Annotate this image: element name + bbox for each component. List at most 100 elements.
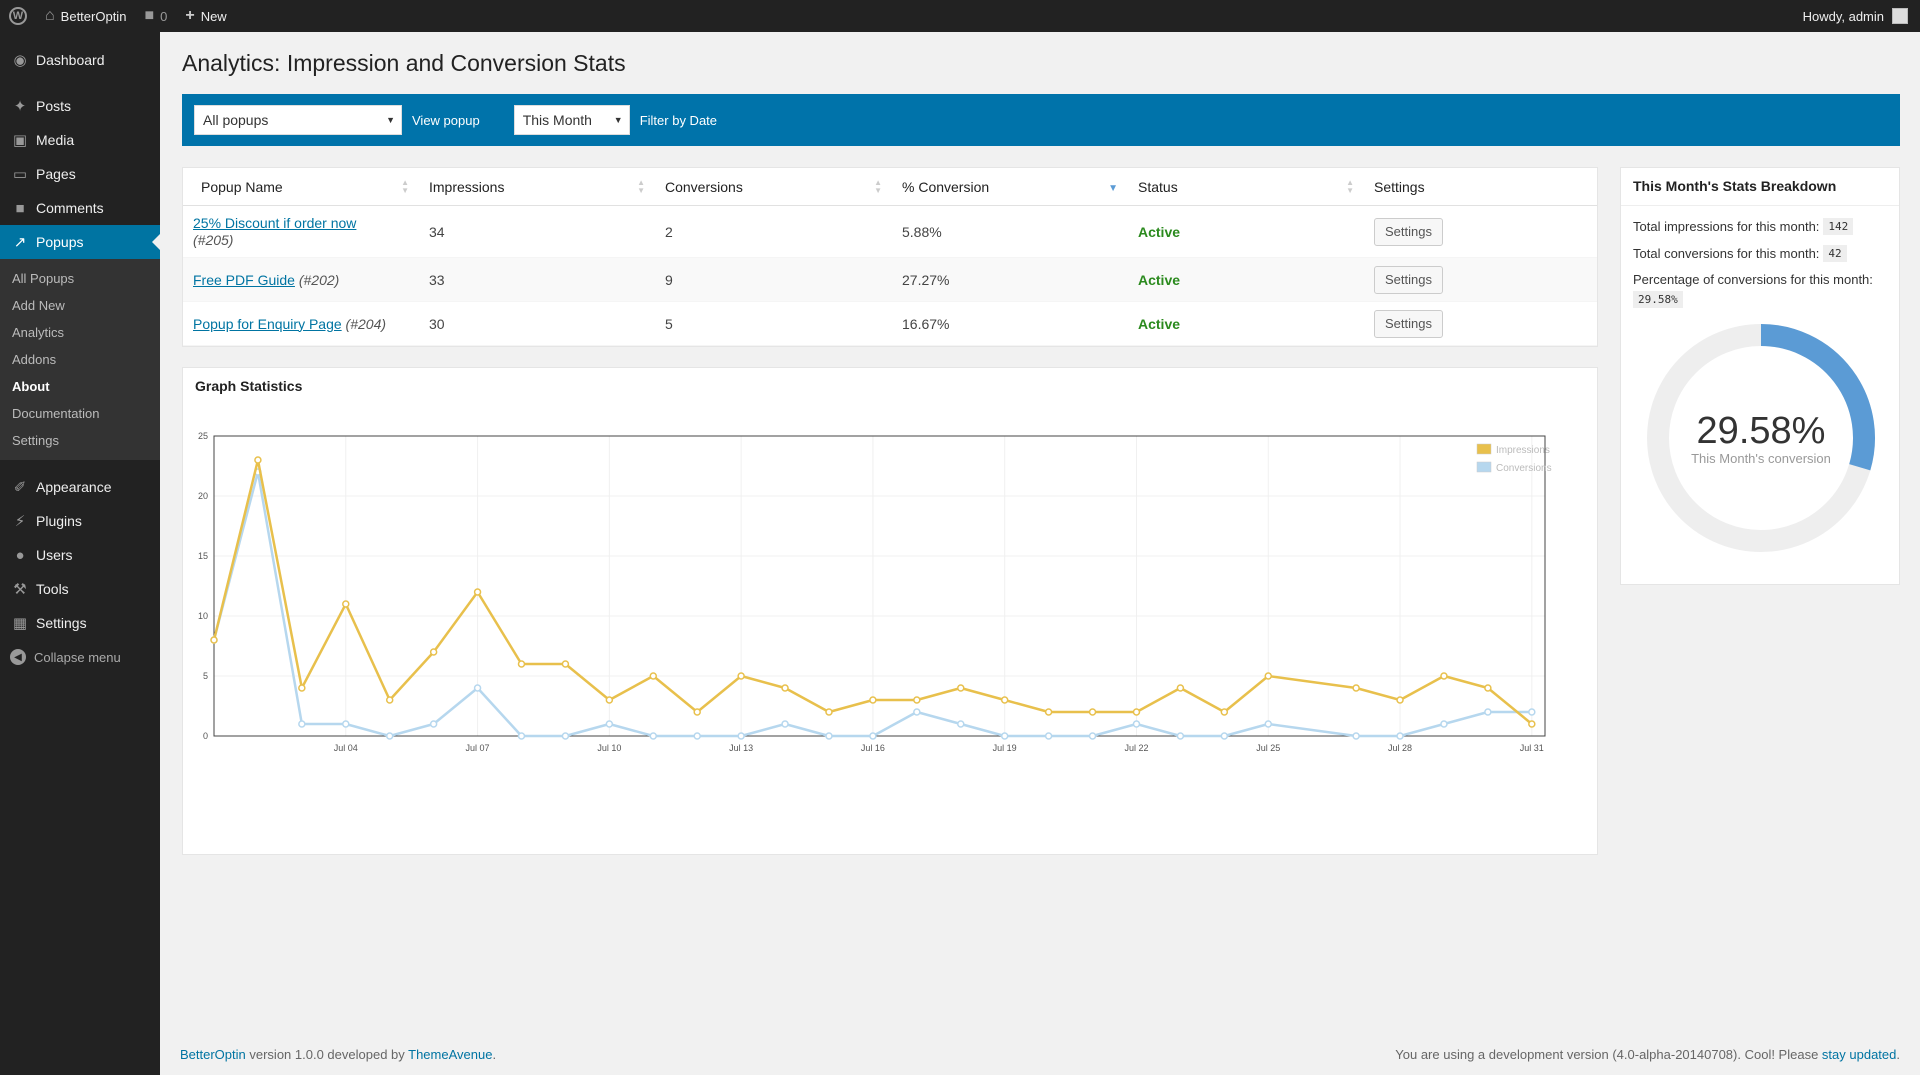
footer-left-end: . (492, 1047, 497, 1062)
conversion-rate-cell: 16.67% (902, 315, 950, 332)
new-content-link[interactable]: + New (176, 0, 235, 32)
filter-by-date-button[interactable]: Filter by Date (639, 112, 718, 128)
x-tick-label: Jul 28 (1388, 743, 1412, 753)
submenu-settings[interactable]: Settings (12, 433, 59, 448)
pages-icon: ▭ (12, 166, 28, 183)
popup-id: (#204) (345, 315, 387, 332)
submenu-analytics[interactable]: Analytics (12, 325, 65, 340)
admin-bar: W ⌂ BetterOptin ■ 0 + New Howdy, admin (0, 0, 1920, 32)
admin-sidebar: ◉ Dashboard ✦ Posts ▣ Media ▭ Pages ■ Co… (0, 32, 160, 1075)
data-point-impressions (429, 648, 438, 656)
data-point-impressions (605, 696, 614, 704)
stay-updated-link[interactable]: stay updated (1821, 1047, 1897, 1062)
popup-name-link[interactable]: Popup for Enquiry Page (193, 315, 342, 332)
popup-select-value: All popups (203, 112, 269, 128)
wordpress-logo-icon: W (9, 7, 27, 25)
y-tick-label: 10 (198, 611, 208, 621)
data-point-impressions (1220, 708, 1229, 716)
footer-left: BetterOptin version 1.0.0 developed by T… (180, 1047, 496, 1062)
column-header-status[interactable]: Status ▲ ▼ (1128, 168, 1364, 205)
donut-value: 29.58% (1696, 410, 1826, 452)
percentage-line: Percentage of conversions for this month… (1621, 272, 1899, 308)
status-badge: Active (1138, 315, 1181, 332)
date-select-value: This Month (522, 112, 592, 128)
sort-desc-icon: ▼ (1108, 183, 1118, 194)
popup-name-link[interactable]: Free PDF Guide (193, 271, 295, 288)
date-select[interactable]: This Month ▼ (513, 105, 630, 135)
dashboard-icon: ◉ (13, 52, 27, 69)
conversion-donut-chart (1647, 324, 1875, 552)
popup-select[interactable]: All popups ▼ (194, 105, 402, 135)
sidebar-item-settings[interactable]: ▦ Settings (0, 606, 160, 640)
new-label: New (200, 8, 227, 24)
settings-button[interactable]: Settings (1374, 309, 1443, 338)
data-point-impressions (649, 672, 658, 680)
data-point-impressions (210, 636, 218, 644)
conversion-rate-cell: 5.88% (902, 223, 942, 240)
data-point-conversions (1484, 708, 1492, 716)
column-header-label: Settings (1374, 178, 1425, 195)
sort-icon: ▲ ▼ (401, 178, 409, 195)
column-header-popup-name[interactable]: Popup Name ▲ ▼ (183, 168, 419, 205)
stats-breakdown-panel: This Month's Stats Breakdown Total impre… (1620, 167, 1900, 585)
settings-button[interactable]: Settings (1374, 217, 1443, 246)
collapse-menu-label: Collapse menu (34, 649, 121, 665)
collapse-menu-button[interactable]: ◀ Collapse menu (0, 640, 160, 674)
column-header-label: % Conversion (902, 178, 990, 195)
data-point-conversions (1264, 720, 1273, 728)
x-tick-label: Jul 19 (993, 743, 1017, 753)
collapse-arrow-icon: ◀ (10, 649, 26, 665)
popup-id: (#205) (193, 231, 234, 248)
series-line-conversions (212, 470, 1532, 738)
column-header-conversion-rate[interactable]: % Conversion ▼ (892, 168, 1128, 205)
sidebar-item-plugins[interactable]: ⚡ Plugins (0, 504, 160, 538)
site-name-link[interactable]: ⌂ BetterOptin (36, 0, 135, 32)
impressions-cell: 33 (429, 271, 445, 288)
y-tick-label: 25 (198, 431, 208, 441)
sidebar-item-users[interactable]: ● Users (0, 538, 160, 572)
settings-button[interactable]: Settings (1374, 265, 1443, 294)
themeavenue-link[interactable]: ThemeAvenue (408, 1047, 493, 1062)
sidebar-item-media[interactable]: ▣ Media (0, 123, 160, 157)
settings-cell: Settings (1364, 265, 1597, 294)
popup-name-link[interactable]: 25% Discount if order now (193, 214, 357, 231)
submenu-add-new[interactable]: Add New (12, 298, 65, 313)
data-point-impressions (561, 660, 570, 668)
submenu-documentation[interactable]: Documentation (12, 406, 100, 421)
data-point-impressions (1528, 720, 1536, 728)
data-point-conversions (1000, 732, 1009, 740)
y-tick-label: 20 (198, 491, 208, 501)
y-tick-label: 5 (203, 671, 208, 681)
sidebar-item-posts[interactable]: ✦ Posts (0, 89, 160, 123)
wordpress-logo-button[interactable]: W (0, 0, 36, 32)
data-point-conversions (473, 684, 482, 692)
sidebar-item-appearance[interactable]: ✐ Appearance (0, 470, 160, 504)
column-header-conversions[interactable]: Conversions ▲ ▼ (655, 168, 892, 205)
sidebar-item-label: Popups (36, 234, 84, 250)
sidebar-item-popups[interactable]: ↗ Popups (0, 225, 160, 259)
data-point-conversions (957, 720, 965, 728)
data-point-impressions (781, 684, 789, 692)
betteroptin-link[interactable]: BetterOptin (180, 1047, 246, 1062)
total-conversions-label: Total conversions for this month: (1633, 246, 1820, 261)
conversions-cell: 2 (665, 223, 673, 240)
view-popup-button[interactable]: View popup (412, 112, 480, 128)
y-tick-label: 0 (203, 731, 208, 741)
submenu-addons[interactable]: Addons (12, 352, 57, 367)
sidebar-item-pages[interactable]: ▭ Pages (0, 157, 160, 191)
sidebar-item-tools[interactable]: ⚒ Tools (0, 572, 160, 606)
sidebar-item-comments[interactable]: ■ Comments (0, 191, 160, 225)
sidebar-item-dashboard[interactable]: ◉ Dashboard (0, 43, 160, 77)
my-account-link[interactable]: Howdy, admin (1794, 0, 1920, 32)
brush-icon: ✐ (13, 479, 27, 496)
impressions-cell: 34 (429, 223, 445, 240)
table-row: 25% Discount if order now (#205) 34 2 5.… (183, 206, 1597, 258)
comments-link[interactable]: ■ 0 (135, 0, 176, 32)
submenu-about[interactable]: About (12, 379, 50, 394)
data-point-impressions (1352, 684, 1360, 692)
graph-title: Graph Statistics (195, 378, 303, 394)
submenu-all-popups[interactable]: All Popups (12, 271, 75, 286)
comment-icon: ■ (144, 7, 155, 24)
column-header-impressions[interactable]: Impressions ▲ ▼ (419, 168, 655, 205)
conversions-cell: 9 (665, 271, 673, 288)
